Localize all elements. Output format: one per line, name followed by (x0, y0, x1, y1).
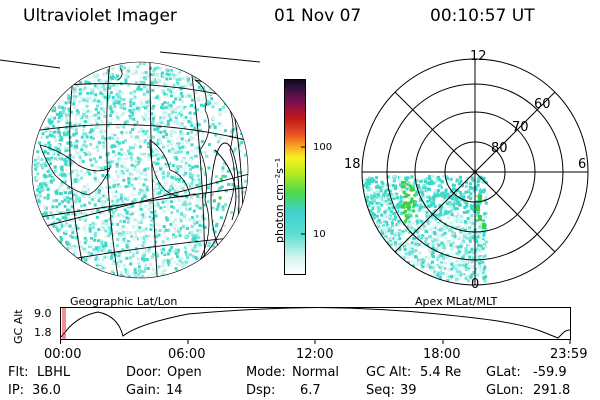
mlt-6-label: 6 (578, 157, 587, 172)
gcalt-value: 5.4 Re (420, 365, 462, 380)
gcalt-label: GC Alt: (366, 365, 412, 380)
colorbar-unit-label: photon cm⁻²s⁻¹ (273, 157, 286, 243)
auroral-oval-speckle (362, 175, 488, 283)
geographic-image (0, 51, 260, 279)
door-value: Open (167, 365, 202, 380)
ip-label: IP: (8, 383, 25, 398)
orbit-axis-label: GC Alt (12, 309, 25, 344)
apex-caption: Apex MLat/MLT (415, 295, 498, 308)
mlt-12-label: 12 (470, 49, 487, 64)
gain-label: Gain: (126, 383, 161, 398)
orbit-ymin: 1.8 (34, 326, 52, 339)
flt-value: LBHL (37, 365, 71, 380)
orbit-tick-0000: 00:00 (44, 347, 82, 362)
orbit-ymax: 9.0 (34, 307, 52, 320)
ip-value: 36.0 (32, 383, 61, 398)
date-label: 01 Nov 07 (274, 6, 362, 26)
orbit-tick-0600: 06:00 (168, 347, 206, 362)
seq-value: 39 (400, 383, 417, 398)
door-label: Door: (126, 365, 162, 380)
glon-value: 291.8 (533, 383, 571, 398)
uv-intensity-speckle (32, 62, 248, 278)
mlat-60-label: 60 (534, 97, 551, 112)
mlt-0-label: 0 (471, 277, 480, 292)
orbit-tick-2359: 23:59 (550, 347, 588, 362)
time-label: 00:10:57 UT (430, 6, 535, 26)
glat-value: -59.9 (533, 365, 567, 380)
glon-label: GLon: (486, 383, 524, 398)
colorbar-tick-100: 100 (313, 142, 333, 153)
colorbar (284, 79, 306, 275)
gain-value: 14 (166, 383, 183, 398)
orbit-tick-1200: 12:00 (296, 347, 334, 362)
coastline (39, 144, 111, 196)
dsp-label: Dsp: (246, 383, 276, 398)
seq-label: Seq: (366, 383, 395, 398)
polar-plot (361, 58, 589, 286)
dsp-value: 6.7 (300, 383, 321, 398)
mlat-80-label: 80 (491, 141, 508, 156)
glat-label: GLat: (486, 365, 521, 380)
orbit-altitude-plot (60, 306, 571, 344)
geographic-caption: Geographic Lat/Lon (70, 295, 178, 308)
mode-label: Mode: (246, 365, 286, 380)
mlt-18-label: 18 (344, 157, 361, 172)
colorbar-tick-10: 10 (313, 229, 326, 240)
flt-label: Flt: (8, 365, 29, 380)
altitude-curve (60, 306, 571, 339)
mlat-70-label: 70 (512, 120, 529, 135)
coastline (117, 67, 123, 81)
mode-value: Normal (292, 365, 340, 380)
instrument-title: Ultraviolet Imager (23, 6, 177, 26)
orbit-tick-1800: 18:00 (423, 347, 461, 362)
